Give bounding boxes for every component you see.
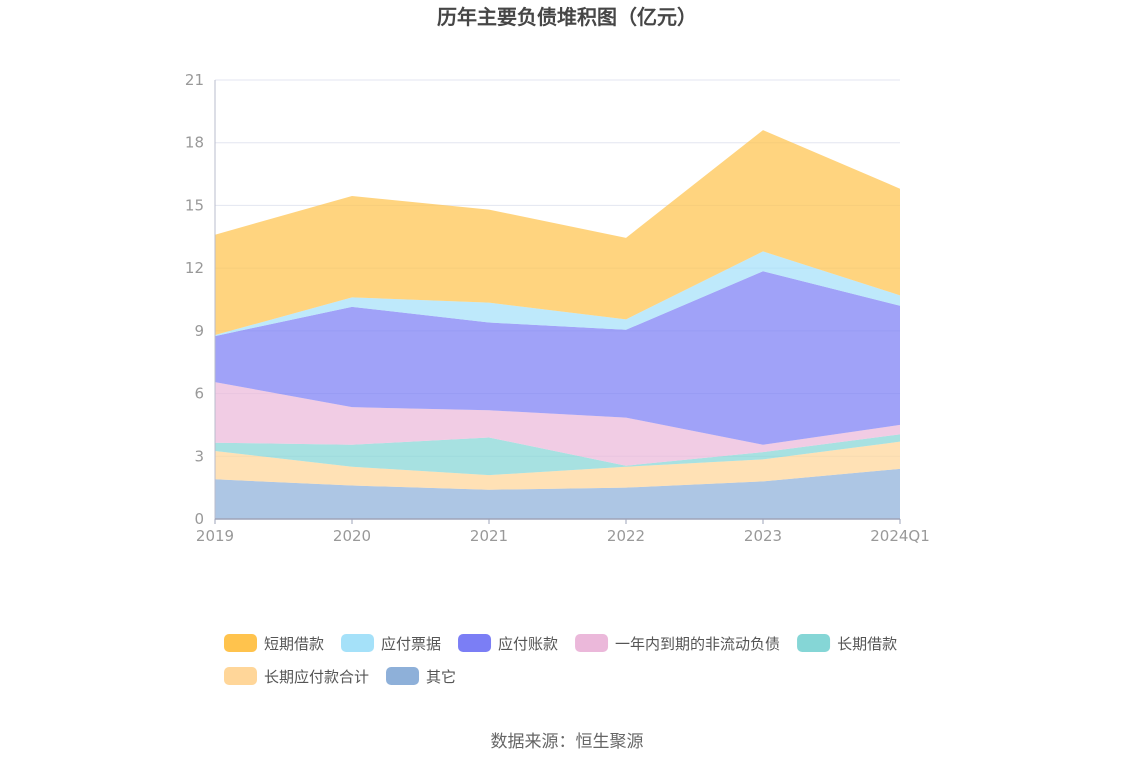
legend-label: 其它: [426, 668, 456, 686]
legend-label: 长期应付款合计: [264, 668, 369, 686]
legend-item[interactable]: 其它: [386, 667, 456, 686]
legend-swatch: [575, 634, 609, 652]
legend-label: 短期借款: [264, 635, 324, 653]
legend-item[interactable]: 长期应付款合计: [224, 667, 369, 686]
x-axis-labels: 2019 2020 2021 2022 2023 2024Q1: [196, 527, 930, 545]
legend-label: 长期借款: [837, 635, 897, 653]
y-tick-label: 12: [185, 259, 204, 277]
y-tick-label: 21: [185, 71, 204, 89]
legend-item[interactable]: 应付账款: [458, 634, 558, 653]
y-tick-label: 3: [194, 447, 204, 465]
legend-label: 应付账款: [498, 635, 558, 653]
area-series: [215, 130, 900, 519]
data-source: 数据来源：恒生聚源: [491, 732, 644, 752]
legend-item[interactable]: 长期借款: [797, 634, 897, 653]
axes: [214, 80, 901, 524]
x-tick-label: 2024Q1: [870, 527, 930, 545]
area-series-0[interactable]: [215, 468, 900, 519]
legend-swatch: [458, 634, 492, 652]
area-series-3[interactable]: [215, 382, 900, 466]
y-tick-label: 18: [185, 134, 204, 152]
legend-item[interactable]: 应付票据: [341, 634, 441, 653]
x-tick-label: 2023: [744, 527, 782, 545]
y-tick-label: 9: [194, 322, 204, 340]
y-tick-label: 0: [194, 510, 204, 528]
legend-swatch: [224, 634, 257, 652]
area-series-4[interactable]: [215, 271, 900, 445]
legend-swatch: [386, 667, 420, 685]
y-tick-label: 6: [194, 385, 204, 403]
y-tick-label: 15: [185, 196, 204, 214]
x-tick-label: 2021: [470, 527, 508, 545]
area-series-6[interactable]: [215, 130, 900, 336]
legend-label: 应付票据: [381, 635, 441, 653]
area-series-5[interactable]: [215, 251, 900, 337]
y-axis-labels: 0 3 6 9 12 15 18 21: [185, 71, 204, 528]
chart-title: 历年主要负债堆积图（亿元）: [437, 5, 697, 29]
x-tick-label: 2019: [196, 527, 234, 545]
legend-item[interactable]: 短期借款: [224, 634, 324, 653]
legend-swatch: [341, 634, 375, 652]
area-series-1[interactable]: [215, 441, 900, 490]
legend-swatch: [224, 667, 257, 685]
x-tick-label: 2022: [607, 527, 645, 545]
legend-swatch: [797, 634, 831, 652]
legend-item[interactable]: 一年内到期的非流动负债: [575, 634, 780, 653]
area-series-2[interactable]: [215, 434, 900, 476]
x-tick-label: 2020: [333, 527, 371, 545]
legend-label: 一年内到期的非流动负债: [615, 635, 780, 653]
